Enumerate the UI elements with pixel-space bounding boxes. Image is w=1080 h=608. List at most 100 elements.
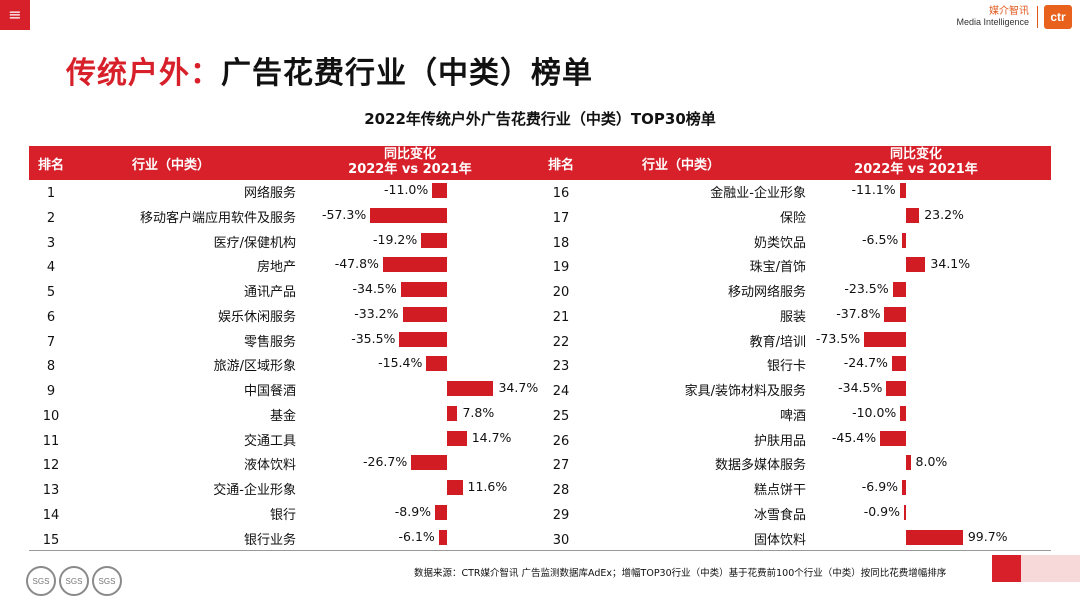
value-label: 34.1% [930, 256, 971, 272]
bar-mark [421, 232, 447, 248]
value-label: -33.2% [354, 305, 399, 321]
header-change-right-line2: 2022年 vs 2021年 [854, 162, 978, 177]
menu-icon[interactable]: ≡ [0, 0, 30, 30]
rank-cell: 18 [552, 235, 570, 251]
bar-mark [400, 282, 447, 297]
rank-cell: 29 [552, 507, 570, 523]
industry-label: 交通-企业形象 [213, 483, 296, 498]
bar-mark [382, 257, 447, 273]
bar-mark [402, 306, 447, 322]
rank-cell: 20 [552, 285, 570, 300]
industry-label: 糕点饼干 [753, 483, 806, 498]
industry-label: 移动网络服务 [727, 285, 806, 300]
bar-mark [902, 480, 906, 495]
data-source-note: 数据来源：CTR媒介智讯 广告监测数据库AdEx；增幅TOP30行业（中类）基于… [414, 568, 947, 579]
header-industry-left: 行业（中类） [132, 158, 211, 173]
bar-mark [447, 480, 463, 495]
value-label: 8.0% [915, 454, 948, 470]
industry-label: 护肤用品 [753, 433, 806, 449]
rank-cell: 19 [552, 260, 570, 276]
bar-mark [891, 356, 906, 372]
industry-label: 基金 [269, 408, 296, 424]
header-change-left-line2: 2022年 vs 2021年 [348, 162, 472, 177]
rank-cell: 14 [42, 507, 60, 523]
bar-mark [904, 504, 906, 520]
ctr-logo-icon: ctr [1044, 5, 1072, 29]
bar-mark [899, 183, 906, 198]
bar-mark [884, 306, 906, 322]
chart-title: 2022年传统户外广告花费行业（中类）TOP30榜单 [364, 110, 716, 128]
industry-label: 银行卡 [766, 359, 806, 375]
header-rank-left: 排名 [38, 158, 65, 173]
top-bar: ≡ 媒介智讯 Media Intelligence ctr [0, 0, 1080, 30]
value-label: 99.7% [967, 528, 1008, 544]
industry-label: 啤酒 [779, 408, 806, 424]
rank-cell: 4 [46, 260, 56, 276]
value-label: -8.9% [394, 503, 432, 519]
rank-cell: 23 [552, 359, 570, 375]
value-label: -23.5% [844, 281, 889, 296]
value-label: -45.4% [831, 429, 877, 445]
industry-label: 房地产 [256, 260, 296, 276]
value-label: -6.9% [861, 479, 899, 494]
bar-mark [370, 207, 447, 223]
rank-cell: 15 [42, 532, 60, 548]
industry-label: 医疗/保健机构 [213, 235, 296, 251]
footer-red-block [992, 555, 1021, 582]
industry-label: 交通工具 [243, 433, 296, 449]
bar-mark [886, 381, 906, 396]
bar-mark [411, 455, 447, 471]
bar-mark [902, 232, 906, 248]
rank-cell: 11 [42, 433, 60, 449]
bar-mark [892, 282, 906, 297]
value-label: -6.5% [862, 231, 899, 247]
bar-mark [447, 405, 458, 421]
bar-mark [880, 430, 906, 446]
bar-mark [906, 257, 926, 273]
value-label: -15.4% [378, 355, 423, 371]
header-change-left-line1: 同比变化 [383, 147, 436, 162]
rank-cell: 25 [552, 408, 570, 424]
rank-cell: 12 [42, 458, 60, 474]
header-change-right: 同比变化 2022年 vs 2021年 [846, 147, 986, 177]
industry-label: 冰雪食品 [753, 507, 806, 523]
industry-label: 旅游/区域形象 [213, 359, 296, 375]
rank-cell: 21 [552, 309, 570, 325]
rank-cell: 5 [46, 285, 56, 300]
header-change-left: 同比变化 2022年 vs 2021年 [340, 147, 480, 177]
industry-label: 网络服务 [243, 186, 296, 201]
logo-text: 媒介智讯 Media Intelligence [956, 6, 1029, 28]
bar-mark [435, 504, 447, 520]
value-label: -37.8% [836, 305, 881, 321]
sgs-badge-icon: SGS [26, 566, 56, 596]
value-label: 14.7% [471, 429, 512, 445]
value-label: -0.9% [863, 503, 900, 519]
value-label: -19.2% [373, 231, 418, 247]
header-rank-right: 排名 [548, 158, 575, 173]
industry-label: 通讯产品 [243, 285, 296, 300]
rank-cell: 27 [552, 458, 570, 474]
industry-label: 中国餐酒 [243, 384, 296, 399]
value-label: -47.8% [334, 256, 379, 272]
value-label: -57.3% [321, 206, 367, 222]
industry-label: 固体饮料 [753, 532, 806, 548]
industry-label: 珠宝/首饰 [749, 260, 806, 276]
bottom-divider [29, 550, 1051, 551]
value-label: -34.5% [838, 380, 883, 395]
value-label: -35.5% [351, 330, 396, 346]
logo-english: Media Intelligence [956, 17, 1029, 27]
industry-label: 银行 [269, 507, 296, 523]
value-label: 11.6% [467, 479, 508, 494]
industry-label: 服装 [779, 309, 806, 325]
sgs-badge-icon: SGS [59, 566, 89, 596]
page-title: 传统户外：广告花费行业（中类）榜单 [66, 48, 593, 92]
rank-cell: 9 [46, 384, 56, 399]
bar-mark [906, 455, 911, 471]
bar-mark [426, 356, 447, 372]
rank-cell: 3 [46, 235, 56, 251]
bar-mark [447, 430, 467, 446]
bar-mark [864, 331, 906, 347]
rank-cell: 2 [46, 210, 56, 226]
rank-cell: 17 [552, 210, 570, 226]
rank-cell: 22 [552, 334, 570, 350]
